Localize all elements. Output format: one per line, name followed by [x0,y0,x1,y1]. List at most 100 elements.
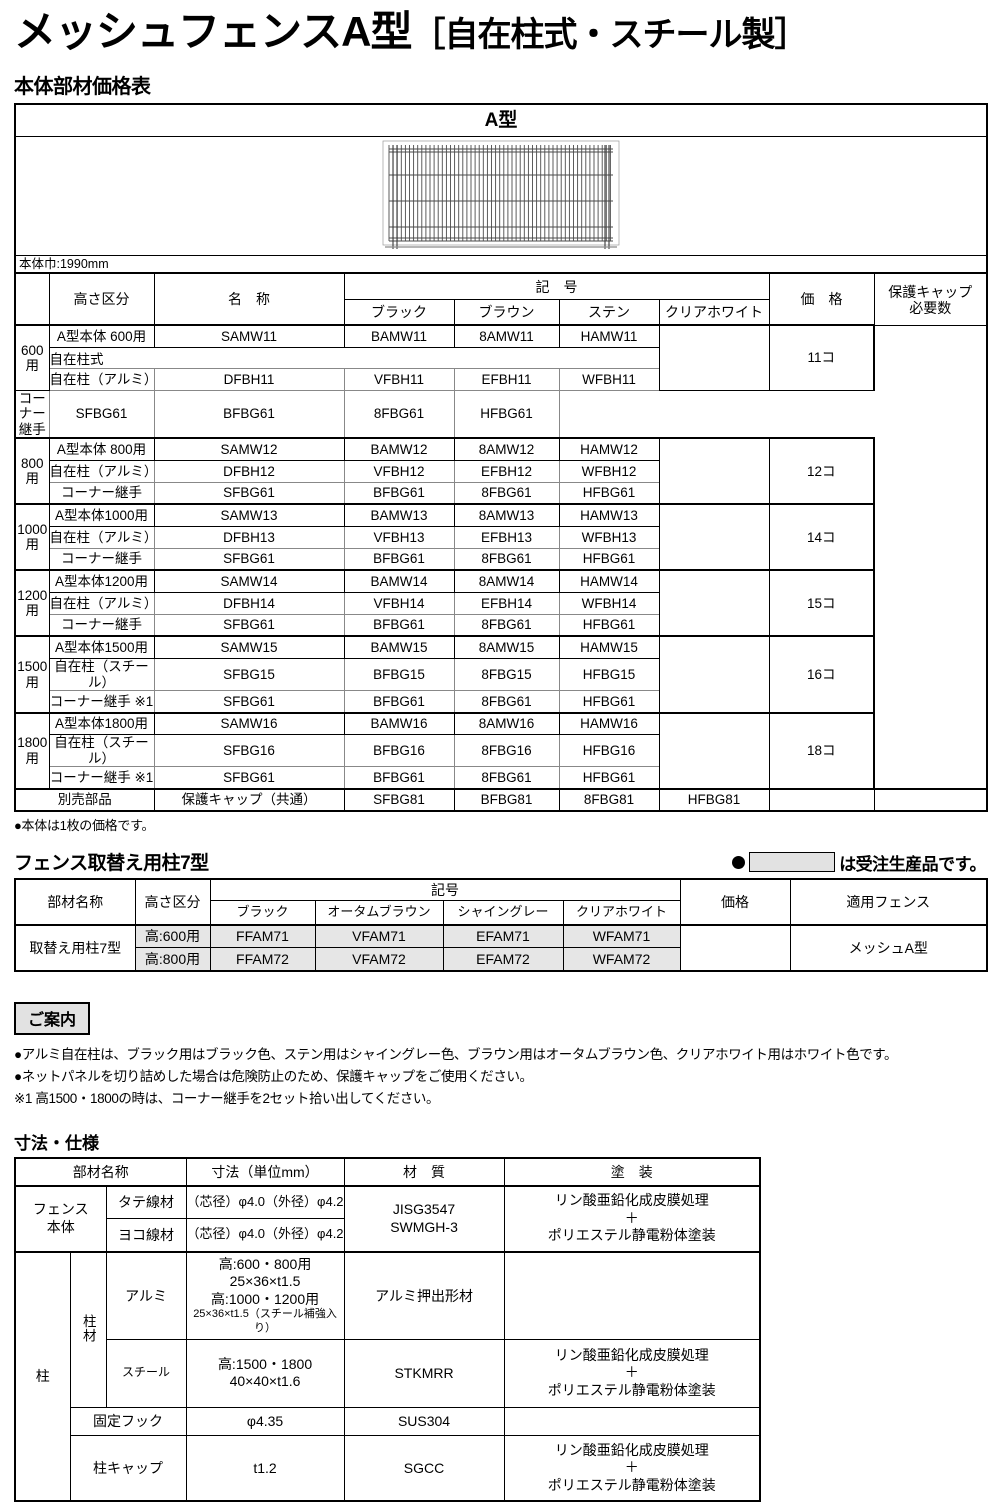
fence-illustration [16,137,986,255]
spec-cap-label: 柱キャップ [69,1434,187,1502]
part-name-cell: 自在柱（アルミ） [48,459,157,483]
repl-header-color-clearwhite: クリアホワイト [562,900,681,926]
product-image-cell [14,135,988,256]
spec-post-aluminum-coating [503,1250,762,1340]
spec-post-aluminum-dim-l2: 25×36×t1.5 [229,1273,301,1290]
spec-post-steel-coating-l2: ＋ [624,1364,639,1381]
extra-label-cell: 別売部品 [14,787,155,812]
extra-code-clearwhite: HFBG81 [658,787,770,812]
table-row: コーナー継手 SFBG61 BFBG61 8FBG61 HFBG61 [14,389,987,439]
page-title-main: メッシュフェンスA型 [14,8,412,55]
table-row: コーナー継手 SFBG61 BFBG61 8FBG61 HFBG61 [15,547,987,571]
spec-fence-body-coating-l2: ＋ [624,1209,639,1226]
code-cell-sten: 8FBG61 [453,766,560,790]
code-cell-clearwhite: HAMW15 [558,635,660,659]
repl-header-applicable: 適用フェンス [789,877,988,926]
spec-post-steel-coating: リン酸亜鉛化成皮膜処理 ＋ ポリエステル静電粉体塗装 [503,1338,762,1408]
part-name-cell: コーナー継手 [48,547,155,571]
repl-price-cell [679,923,791,972]
code-cell-black: SFBG61 [153,766,345,790]
code-cell-black: SAMW16 [153,711,345,736]
code-cell-brown: BFBG15 [343,657,455,692]
height-class-cell: 1000用 [14,503,50,571]
mesh-fence-drawing [382,140,620,249]
spec-fence-body-coating-l3: ポリエステル静電粉体塗装 [547,1227,716,1244]
part-name-cell: 自在柱（スチール） [48,657,155,692]
guidance-line-3: ※1 高1500・1800の時は、コーナー継手を2セット拾い出してください。 [14,1090,440,1106]
spec-cap-coating-l1: リン酸亜鉛化成皮膜処理 [554,1441,709,1458]
spec-post-steel-dim-l2: 40×40×t1.6 [229,1373,301,1390]
repl-code-600-autumnbrown: VFAM71 [314,923,444,949]
repl-applicable-cell: メッシュA型 [789,923,988,972]
bullet-dot-icon [732,855,746,869]
repl-header-height-class: 高さ区分 [134,877,211,926]
repl-code-800-autumnbrown: VFAM72 [314,947,444,972]
code-cell-clearwhite: HFBG15 [558,657,660,692]
spec-post-aluminum-dim-l3: 高:1000・1200用 [210,1290,320,1307]
repl-code-800-clearwhite: WFAM72 [562,947,681,972]
code-cell-black: SAMW15 [153,635,345,659]
code-cell-black: SAMW12 [153,437,345,461]
header-color-brown: ブラウン [453,298,560,326]
code-cell-brown: BFBG61 [343,481,455,505]
table-row: 800用 A型本体 800用 SAMW12 BAMW12 8AMW12 HAMW12 12コ [14,437,987,505]
spec-header-dimension: 寸法（単位mm） [185,1156,345,1187]
table-row: コーナー継手 ※1 SFBG61 BFBG61 8FBG61 HFBG61 [15,690,987,714]
price-cell [658,503,770,571]
part-name-cell: A型本体 800用 [48,437,155,461]
code-cell-clearwhite: WFBH13 [558,525,660,549]
code-cell-black: SFBG61 [48,389,155,439]
spec-fence-body-material: JISG3547 SWMGH-3 [343,1184,505,1253]
code-cell-clearwhite: HFBG16 [558,734,660,768]
header-name: 名 称 [153,272,345,326]
code-cell-brown: BFBG61 [343,547,455,571]
code-cell-sten: 8AMW14 [453,569,560,593]
repl-row-height-600: 高:600用 [134,923,211,949]
part-name-cell: 自在柱（アルミ） [48,367,157,391]
code-cell-sten: EFBH13 [453,525,560,549]
repl-header-part-name: 部材名称 [14,877,136,926]
code-cell-clearwhite: WFBH14 [558,591,660,615]
code-cell-sten: 8AMW11 [453,324,560,348]
code-cell-sten: EFBH11 [453,367,560,391]
table-row: コーナー継手 SFBG61 BFBG61 8FBG61 HFBG61 [15,613,987,637]
code-cell-brown: BFBG61 [343,613,455,637]
code-cell-black: SFBG16 [153,734,345,768]
spec-post-steel-coating-l1: リン酸亜鉛化成皮膜処理 [554,1346,709,1363]
spec-post-label: 柱 [14,1250,71,1502]
spec-header-coating: 塗 装 [503,1156,762,1187]
price-cell [658,324,770,391]
code-cell-clearwhite: HFBG61 [558,547,660,571]
cap-count-cell: 18コ [768,711,875,790]
table-row: 自在柱（スチール） SFBG16 BFBG16 8FBG16 HFBG16 [15,734,987,768]
code-cell-black: SAMW14 [153,569,345,593]
height-class-cell: 1500用 [14,635,50,714]
spec-header-material: 材 質 [343,1156,505,1187]
spec-fence-body-label-l1: フェンス [32,1201,89,1218]
made-to-order-text: は受注生産品です。 [839,854,986,874]
header-cap-count-line2: 必要数 [909,299,952,316]
table-row: 自在柱（アルミ） DFBH12 VFBH12 EFBH12 WFBH12 [15,459,987,483]
header-cap-count: 保護キャップ 必要数 [873,272,988,326]
spec-fence-body-material-l1: JISG3547 [392,1201,456,1218]
code-cell-clearwhite: HAMW12 [558,437,660,461]
repl-code-600-black: FFAM71 [209,923,316,949]
code-cell-brown: BAMW16 [343,711,455,736]
spec-post-material-sub-label: 柱材 [69,1250,107,1408]
cap-count-cell: 14コ [768,503,875,571]
spec-post-aluminum-dim-l4: 25×36×t1.5（スチール補強入り） [193,1308,337,1334]
guidance-label: ご案内 [14,1001,91,1035]
code-cell-brown: BAMW13 [343,503,455,527]
code-cell-black: DFBH13 [153,525,345,549]
part-name-cell: コーナー継手 [48,481,155,505]
code-cell-sten: 8FBG61 [453,547,560,571]
main-section-heading: 本体部材価格表 [14,76,151,99]
gray-swatch-icon [749,852,836,873]
code-cell-black: SFBG61 [153,613,345,637]
spec-fence-body-label: フェンス 本体 [14,1184,107,1253]
code-cell-sten: 8FBG61 [343,389,455,439]
made-to-order-legend: は受注生産品です。 [732,850,986,875]
part-name-cell: コーナー継手 [48,613,155,637]
code-cell-sten: 8FBG16 [453,734,560,768]
code-cell-black: SFBG61 [153,547,345,571]
